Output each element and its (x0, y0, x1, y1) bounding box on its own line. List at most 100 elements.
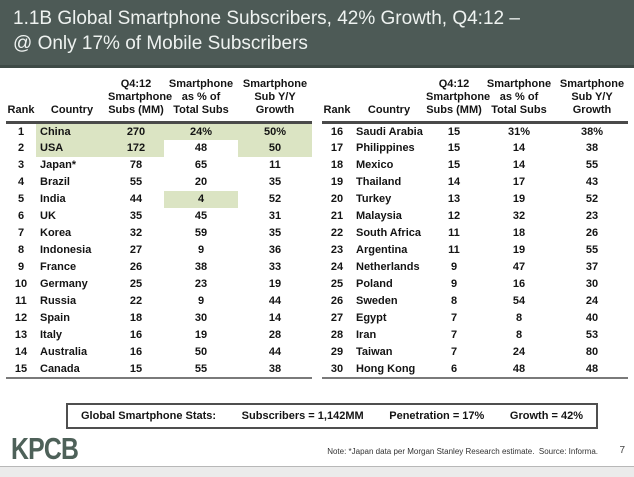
subs-cell: 78 (129, 159, 143, 171)
header-row: Rank Country Q4:12 Smartphone Subs (MM) … (322, 78, 628, 124)
pct-cell: 23 (194, 278, 208, 290)
rank-cell: 24 (330, 261, 344, 273)
rank-cell: 9 (17, 261, 25, 273)
rank-cell: 3 (17, 159, 25, 171)
col-header-subs: Q4:12 Smartphone Subs (MM) (108, 78, 172, 124)
country-cell: Indonesia (40, 244, 92, 256)
pct-cell: 24 (512, 346, 526, 358)
subs-cell: 12 (447, 210, 461, 222)
country-table-right: Rank Country Q4:12 Smartphone Subs (MM) … (322, 78, 628, 379)
pct-cell: 16 (512, 278, 526, 290)
rank-cell: 15 (6, 360, 36, 379)
pct-cell: 59 (194, 227, 208, 239)
growth-cell: 19 (268, 278, 282, 290)
table-row: 17 Philippines 15 14 38 (322, 140, 628, 157)
subs-cell: 11 (448, 244, 460, 256)
title-line-1: 1.1B Global Smartphone Subscribers, 42% … (13, 8, 520, 29)
subs-cell: 15 (447, 159, 461, 171)
col-header-growth: Smartphone Sub Y/Y Growth (238, 78, 312, 124)
country-cell: Egypt (356, 312, 387, 324)
growth-cell: 48 (556, 360, 628, 379)
table-row: 28 Iran 7 8 53 (322, 327, 628, 344)
subs-cell: 32 (129, 227, 143, 239)
country-cell: Netherlands (356, 261, 420, 273)
stats-label: Global Smartphone Stats: (81, 410, 217, 422)
country-cell: Poland (356, 278, 393, 290)
pct-cell: 65 (194, 159, 208, 171)
pct-cell: 8 (515, 312, 523, 324)
growth-cell: 35 (268, 176, 282, 188)
rank-cell: 8 (17, 244, 25, 256)
table-row: 14 Australia 16 50 44 (6, 344, 312, 361)
growth-cell: 44 (268, 295, 282, 307)
pct-cell: 19 (512, 193, 526, 205)
subs-cell: 26 (129, 261, 143, 273)
table-row: 6 UK 35 45 31 (6, 208, 312, 225)
col-header-pct: Smartphone as % of Total Subs (164, 78, 238, 124)
table-row: 30 Hong Kong 6 48 48 (322, 360, 628, 379)
subs-cell: 35 (129, 210, 143, 222)
pct-cell: 48 (194, 142, 208, 154)
pct-cell: 18 (512, 227, 526, 239)
growth-cell: 33 (268, 261, 282, 273)
pct-cell: 19 (512, 244, 526, 256)
col-header-rank: Rank (322, 78, 352, 124)
rank-cell: 25 (330, 278, 344, 290)
col-header-country: Country (352, 78, 426, 124)
country-cell: Saudi Arabia (356, 125, 423, 138)
table-row: 24 Netherlands 9 47 37 (322, 259, 628, 276)
growth-cell: 38% (580, 125, 604, 138)
table-row: 1 China 270 24% 50% (6, 122, 312, 140)
growth-cell: 55 (585, 159, 599, 171)
pct-cell: 47 (512, 261, 526, 273)
pct-cell: 31% (507, 125, 531, 138)
table-body-left: 1 China 270 24% 50% 2 USA 172 48 50 3 Japan* 78 65 11 4… (6, 122, 312, 379)
stats-growth: Growth = 42% (509, 410, 583, 422)
subs-cell: 9 (450, 261, 458, 273)
growth-cell: 38 (238, 360, 312, 379)
growth-cell: 28 (268, 329, 282, 341)
table-row: 22 South Africa 11 18 26 (322, 225, 628, 242)
table-row: 18 Mexico 15 14 55 (322, 157, 628, 174)
growth-cell: 31 (268, 210, 282, 222)
growth-cell: 50 (238, 139, 312, 157)
rank-cell: 26 (330, 295, 344, 307)
country-cell: Thailand (356, 176, 402, 188)
col-header-subs: Q4:12 Smartphone Subs (MM) (426, 78, 490, 124)
country-cell: Australia (40, 346, 88, 358)
growth-cell: 40 (585, 312, 599, 324)
country-cell: Malaysia (356, 210, 402, 222)
col-header-growth: Smartphone Sub Y/Y Growth (556, 78, 628, 124)
country-cell: Taiwan (356, 346, 393, 358)
pct-cell: 30 (194, 312, 208, 324)
pct-cell: 17 (512, 176, 526, 188)
rank-cell: 20 (330, 193, 344, 205)
table-row: 23 Argentina 11 19 55 (322, 242, 628, 259)
pct-cell: 20 (194, 176, 208, 188)
rank-cell: 18 (330, 159, 344, 171)
table-row: 3 Japan* 78 65 11 (6, 157, 312, 174)
slide-bottom-edge (0, 466, 634, 477)
growth-cell: 37 (585, 261, 599, 273)
country-cell: Korea (40, 227, 72, 239)
table-row: 25 Poland 9 16 30 (322, 276, 628, 293)
table-row: 13 Italy 16 19 28 (6, 327, 312, 344)
table-row: 16 Saudi Arabia 15 31% 38% (322, 123, 628, 140)
pct-cell: 50 (194, 346, 208, 358)
subs-cell: 11 (448, 227, 460, 239)
table-row: 4 Brazil 55 20 35 (6, 174, 312, 191)
rank-cell: 23 (330, 244, 344, 256)
growth-cell: 23 (585, 210, 599, 222)
country-cell: Argentina (356, 244, 408, 256)
table-row: 5 India 44 4 52 (6, 190, 312, 208)
rank-cell: 4 (17, 176, 25, 188)
col-header-rank: Rank (6, 78, 36, 124)
rank-cell: 1 (17, 125, 25, 138)
pct-cell: 24% (164, 122, 238, 140)
country-cell: Russia (40, 295, 77, 307)
subs-cell: 8 (450, 295, 458, 307)
country-cell: Canada (36, 360, 108, 379)
country-cell: Sweden (356, 295, 398, 307)
subs-cell: 16 (129, 346, 143, 358)
